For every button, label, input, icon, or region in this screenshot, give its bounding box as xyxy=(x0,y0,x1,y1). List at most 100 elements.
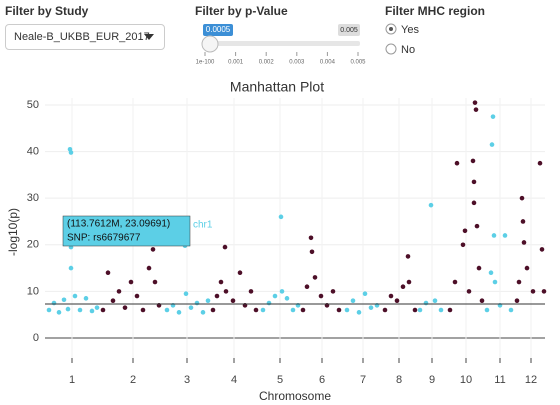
x-tick-label: 12 xyxy=(525,374,537,386)
point xyxy=(514,298,520,303)
point xyxy=(222,244,228,250)
point xyxy=(278,214,284,220)
radio-yes[interactable]: Yes xyxy=(385,23,419,36)
x-tick-label: 4 xyxy=(231,374,237,386)
x-axis-label: Chromosome xyxy=(259,389,331,403)
point xyxy=(279,289,285,294)
point xyxy=(51,300,57,306)
pvalue-label: Filter by p-Value xyxy=(195,4,288,18)
point xyxy=(462,228,468,234)
point xyxy=(432,298,438,303)
slider-max-box xyxy=(338,24,360,36)
point xyxy=(454,160,460,166)
point xyxy=(423,300,429,306)
point xyxy=(94,305,100,310)
y-tick-label: 50 xyxy=(27,99,39,111)
point xyxy=(460,242,466,248)
point xyxy=(205,298,211,303)
x-tick-label: 10 xyxy=(460,374,472,386)
slider-tick-label: 0.004 xyxy=(320,60,336,66)
slider-handle[interactable] xyxy=(201,35,219,53)
tooltip-snp: SNP: rs6679677 xyxy=(67,233,141,244)
point xyxy=(368,305,374,310)
mhc-label: Filter MHC region xyxy=(385,4,486,18)
point xyxy=(200,310,206,315)
point xyxy=(473,107,479,112)
point xyxy=(105,270,111,276)
point xyxy=(336,307,342,313)
point xyxy=(284,296,290,301)
point xyxy=(476,265,482,271)
point xyxy=(89,308,95,314)
point xyxy=(356,310,362,315)
point xyxy=(490,114,496,119)
point xyxy=(210,307,216,313)
point xyxy=(308,235,314,241)
x-tick-label: 6 xyxy=(319,374,325,386)
point xyxy=(406,279,412,285)
point xyxy=(491,233,497,238)
slider-track xyxy=(205,41,360,46)
study-selected: Neale-B_UKBB_EUR_2017 xyxy=(14,31,150,43)
point xyxy=(466,289,472,294)
point xyxy=(68,150,74,155)
point xyxy=(470,158,476,164)
point xyxy=(318,293,324,299)
point xyxy=(400,284,406,290)
point xyxy=(223,289,229,294)
slider-tick-label: 0.003 xyxy=(289,60,305,66)
slider-value-box xyxy=(203,24,233,36)
x-tick-label: 5 xyxy=(277,374,283,386)
x-tick-label: 3 xyxy=(184,374,190,386)
x-tick-label: 1 xyxy=(69,374,75,386)
point xyxy=(350,298,356,303)
chart-title: Manhattan Plot xyxy=(230,79,324,95)
study-select[interactable]: Neale-B_UKBB_EUR_2017 xyxy=(5,24,165,50)
point xyxy=(479,298,485,303)
x-tick-label: 2 xyxy=(130,374,136,386)
point xyxy=(272,293,278,299)
point xyxy=(508,307,514,313)
point xyxy=(150,247,156,252)
point xyxy=(382,307,388,313)
point xyxy=(309,249,315,255)
point xyxy=(128,279,134,285)
tooltip-chrom: chr1 xyxy=(193,220,213,231)
point xyxy=(516,279,522,285)
point xyxy=(266,300,272,306)
point xyxy=(484,307,490,313)
point xyxy=(140,307,146,313)
point xyxy=(412,307,418,313)
point xyxy=(176,310,182,315)
point xyxy=(110,298,116,303)
radio-circle xyxy=(385,43,397,55)
point xyxy=(260,307,266,313)
point xyxy=(65,306,71,312)
point xyxy=(539,247,545,252)
point xyxy=(452,279,458,285)
point xyxy=(248,289,254,294)
slider-tick-label: 0.001 xyxy=(228,60,244,66)
point xyxy=(164,307,170,313)
radio-no[interactable]: No xyxy=(385,43,415,56)
point xyxy=(116,289,122,294)
point xyxy=(230,298,236,303)
radio-text: Yes xyxy=(401,24,419,36)
point xyxy=(183,291,189,296)
point xyxy=(56,310,62,315)
point xyxy=(362,291,368,296)
point xyxy=(72,293,78,299)
point xyxy=(330,289,336,294)
point xyxy=(502,233,508,238)
point xyxy=(428,202,434,208)
point xyxy=(388,293,394,299)
slider-tick-label: 0.002 xyxy=(259,60,275,66)
y-tick-label: 0 xyxy=(33,332,39,344)
point xyxy=(122,305,128,310)
point xyxy=(134,293,140,299)
point xyxy=(541,289,547,294)
slider-max: 0.005 xyxy=(340,27,358,34)
point xyxy=(344,307,350,313)
x-tick-label: 11 xyxy=(494,374,505,386)
point xyxy=(304,284,310,290)
